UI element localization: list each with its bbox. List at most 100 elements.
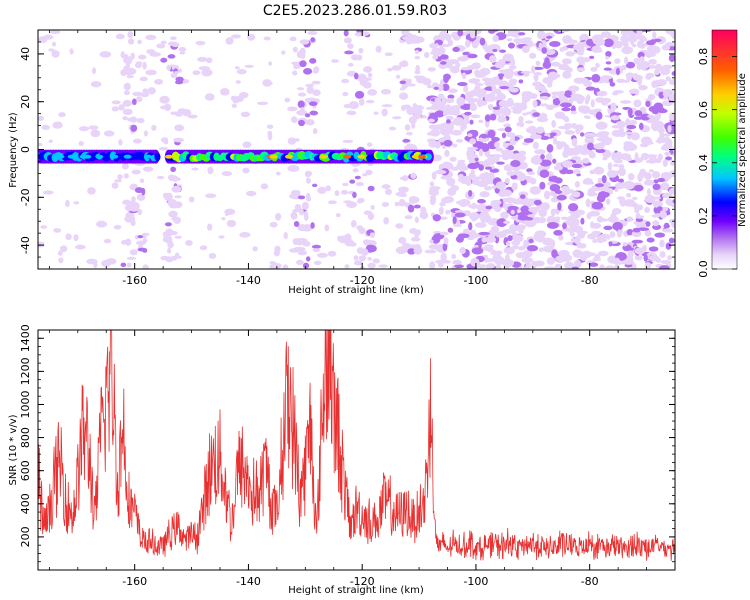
heatmap-cell (469, 119, 474, 125)
heatmap-cell (208, 252, 217, 260)
snr-ytick-label: 400 (19, 493, 32, 514)
heatmap-cell (628, 34, 637, 38)
heatmap-cell (532, 141, 539, 150)
heatmap-cell (154, 78, 164, 85)
heatmap-cell (53, 154, 62, 159)
heatmap-ticks: -160 -140 -120 -100 -80 -40 -20 0 20 40 (19, 29, 676, 287)
heatmap-cell (131, 98, 137, 106)
heatmap-cell (173, 216, 182, 224)
heatmap-cell (441, 83, 450, 92)
heatmap-cell (168, 210, 178, 218)
snr-xtick-label: -80 (581, 575, 599, 588)
heatmap-cell (88, 125, 99, 130)
heatmap-cell (312, 89, 321, 96)
heatmap-cell (631, 230, 642, 238)
heatmap-cell (362, 77, 373, 81)
heatmap-cell (324, 224, 330, 232)
heatmap-cell (484, 171, 489, 177)
heatmap-xtick-label: -80 (581, 274, 599, 287)
heatmap-cell (616, 229, 622, 238)
heatmap-cell (462, 123, 467, 130)
heatmap-cell (303, 68, 313, 75)
heatmap-cell (43, 34, 54, 40)
heatmap-cell (163, 103, 172, 111)
heatmap-cell (442, 242, 448, 252)
heatmap-cell (532, 112, 541, 117)
heatmap-cell (470, 114, 481, 119)
heatmap-cell (287, 106, 298, 112)
snr-ylabel: SNR (10 * v/v) (8, 414, 19, 485)
heatmap-cell (355, 181, 364, 187)
heatmap-cell (573, 209, 586, 216)
heatmap-cell (531, 65, 536, 74)
heatmap-cell (506, 38, 513, 42)
heatmap-cell (468, 189, 473, 197)
heatmap-cell (311, 80, 321, 85)
heatmap-cell (372, 258, 380, 264)
heatmap-cell (123, 82, 131, 91)
heatmap-cell (477, 199, 486, 204)
heatmap-cell (367, 262, 376, 269)
heatmap-cell (539, 103, 549, 107)
heatmap-cell (571, 87, 576, 96)
heatmap-cell (503, 220, 511, 224)
heatmap-cell (607, 162, 613, 171)
heatmap-cell (136, 240, 146, 246)
heatmap-cell (147, 87, 156, 95)
heatmap-cell (506, 241, 511, 247)
heatmap-cell (174, 71, 179, 75)
heatmap-cell (585, 198, 591, 208)
heatmap-cell (269, 154, 278, 159)
heatmap-xtick-label: -160 (122, 274, 147, 287)
heatmap-panel: -160 -140 -120 -100 -80 -40 -20 0 20 40 Height of… (8, 29, 676, 296)
colorbar-tick-label: 0.2 (697, 207, 710, 225)
heatmap-cell (631, 239, 644, 244)
snr-panel: -160 -140 -120 -100 -80 200 400 600 800 1000 1200 1… (8, 324, 676, 596)
heatmap-cell (173, 138, 181, 142)
heatmap-cell (609, 231, 616, 238)
heatmap-cell (42, 190, 54, 195)
heatmap-xtick-label: -140 (236, 274, 261, 287)
heatmap-cell (584, 132, 596, 138)
heatmap-cell (457, 82, 468, 87)
heatmap-cell (500, 102, 510, 107)
heatmap-cell (392, 116, 402, 120)
heatmap-cell (594, 183, 604, 188)
heatmap-cell (384, 188, 392, 195)
heatmap-cell (169, 36, 177, 41)
heatmap-cell (595, 121, 608, 130)
heatmap-xtick-label: -100 (463, 274, 488, 287)
heatmap-cell (556, 194, 567, 201)
heatmap-cell (544, 49, 556, 55)
heatmap-cell (582, 80, 593, 87)
heatmap-ytick-label: 0 (19, 146, 32, 153)
heatmap-cell (454, 264, 464, 269)
heatmap-cell (492, 253, 502, 262)
heatmap-cell (589, 55, 595, 60)
heatmap-cell (541, 47, 547, 54)
heatmap-cell (588, 109, 597, 115)
heatmap-cell (632, 74, 643, 81)
heatmap-cell (598, 191, 610, 199)
heatmap-cell (522, 37, 533, 41)
heatmap-cell (507, 145, 515, 151)
heatmap-cell (506, 171, 517, 176)
heatmap-cell (457, 233, 470, 239)
heatmap-cell (139, 178, 145, 183)
heatmap-cell (439, 231, 449, 236)
heatmap-cell (269, 221, 278, 228)
heatmap-cell (622, 260, 635, 265)
heatmap-cell (114, 179, 122, 183)
heatmap-cell (141, 187, 146, 196)
heatmap-cell (367, 72, 373, 78)
heatmap-cell (413, 204, 421, 209)
heatmap-cell (242, 141, 252, 149)
heatmap-cell (657, 177, 666, 183)
heatmap-cell (648, 156, 657, 164)
heatmap-cell (529, 134, 542, 140)
heatmap-cell (476, 203, 488, 212)
heatmap-cell (263, 36, 271, 41)
heatmap-cell (445, 97, 455, 104)
heatmap-cell (354, 90, 365, 99)
heatmap-cell (554, 111, 565, 120)
